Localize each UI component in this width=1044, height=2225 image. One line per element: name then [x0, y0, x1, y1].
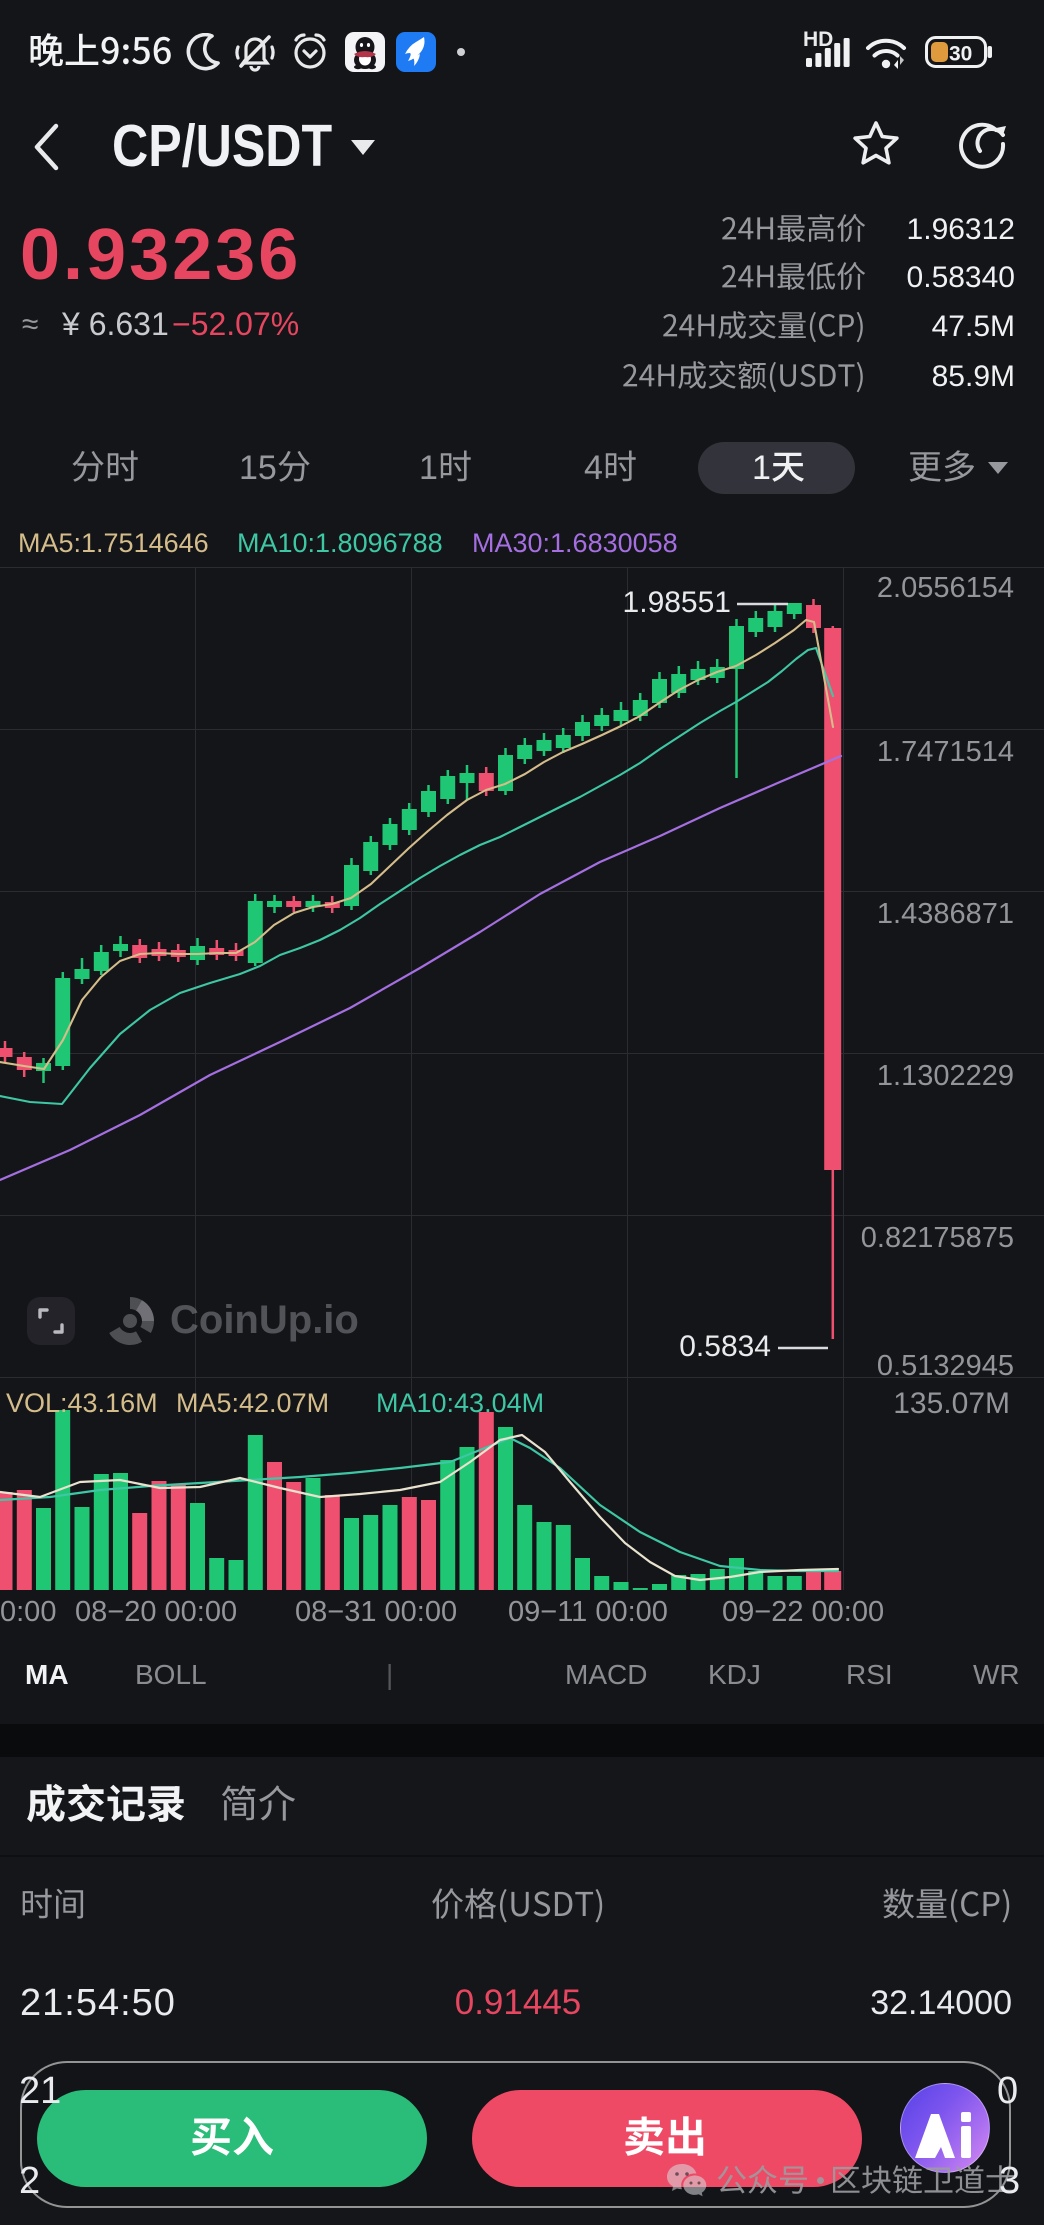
svg-text:30: 30 — [949, 43, 972, 66]
